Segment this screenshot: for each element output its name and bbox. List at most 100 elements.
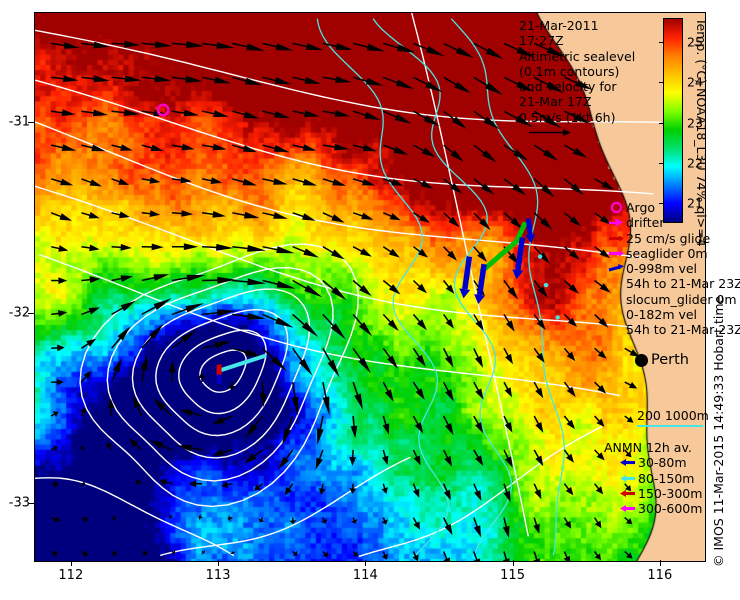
- legend-item-seaglider-vel: 0-998m vel: [606, 261, 734, 276]
- colorbar-tick-label-24: 24: [687, 74, 703, 90]
- legend-item-drifter: drifter: [606, 215, 734, 230]
- legend-label-slocum-period: 54h to 21-Mar 23Z: [626, 322, 740, 338]
- drifter-arrow-icon: [606, 216, 626, 229]
- anmn-arrow-icon: [618, 502, 638, 515]
- map-plot-area[interactable]: [34, 12, 706, 562]
- anmn-row-1: 80-150m: [618, 471, 702, 486]
- argo-float-marker[interactable]: [156, 103, 170, 117]
- anmn-depth-rows: 30-80m 80-150m 150-300m 300-600m: [604, 455, 702, 516]
- anmn-row-2: 150-300m: [618, 486, 702, 501]
- x-tick-label-116: 116: [647, 568, 673, 583]
- anmn-arrow-icon: [618, 472, 638, 485]
- sst-temperature-field: [35, 13, 705, 561]
- velocity-and-contour-overlay: [35, 13, 661, 561]
- header-line-4: and velocity for: [519, 79, 617, 95]
- legend-item-glide-scale: 25 cm/s glide: [606, 231, 734, 246]
- anmn-arrow-icon: [618, 487, 638, 500]
- x-tickmark: [512, 560, 514, 566]
- bathymetry-scale-bar-icon: [637, 425, 703, 427]
- x-tick-label-114: 114: [352, 568, 378, 583]
- anmn-mooring-marker: [537, 254, 543, 259]
- anmn-mooring-marker: [555, 315, 560, 320]
- ssh-contour: [35, 121, 644, 259]
- glide-scale-arrow-icon: [606, 232, 626, 245]
- legend-item-slocum-period: 54h to 21-Mar 23Z: [606, 322, 740, 337]
- ssh-contour-eddy: [131, 288, 311, 459]
- bathymetry-contour-1000m: [372, 18, 513, 556]
- header-line-1: 17:27Z: [519, 33, 564, 49]
- ssh-contour: [358, 425, 603, 558]
- legend-item-seaglider-period: 54h to 21-Mar 23Z: [606, 276, 740, 291]
- legend-label-slocum-0m: slocum_glider 0m: [626, 291, 737, 307]
- x-tick-label-112: 112: [58, 568, 84, 583]
- legend-label-seaglider-vel: 0-998m vel: [626, 261, 698, 277]
- legend-label-seaglider-0m: seaglider 0m: [626, 245, 708, 261]
- y-tick-label-neg32: -32: [8, 305, 30, 321]
- colorbar-tickmark: [659, 82, 664, 84]
- ssh-contour: [160, 456, 411, 557]
- colorbar: 21 22 23 24 25: [659, 18, 703, 223]
- perth-label: Perth: [651, 352, 689, 368]
- seaglider-surface-marker: [216, 364, 222, 377]
- seaglider-depth-velocity-marker: [216, 374, 222, 384]
- header-line-2: Altimetric sealevel: [519, 48, 636, 64]
- ssh-contour-eddy: [106, 266, 334, 482]
- ssh-contour-eddy: [155, 308, 289, 437]
- x-tickmark: [218, 560, 220, 566]
- glider-velocity-arrow: [512, 237, 526, 280]
- city-dot-icon: [635, 353, 648, 367]
- legend-label-seaglider-period: 54h to 21-Mar 23Z: [626, 276, 740, 292]
- header-line-6: 0.5m/s (1kt 6h): [519, 109, 616, 125]
- colorbar-tick-label-22: 22: [687, 155, 703, 171]
- colorbar-tick-label-23: 23: [687, 115, 703, 130]
- perth-city-marker: Perth: [635, 352, 689, 368]
- ssh-contour: [39, 254, 620, 397]
- ssh-contour-eddy: [178, 329, 267, 415]
- seaglider-arrow-icon: [606, 247, 626, 260]
- header-line-3: (0.1m contours): [519, 63, 620, 79]
- y-tickmark: [28, 312, 34, 314]
- anmn-label-1: 80-150m: [638, 470, 695, 486]
- x-tickmark: [365, 560, 367, 566]
- legend-item-slocum: slocum_glider 0m: [606, 291, 737, 307]
- anmn-mooring-marker: [543, 282, 549, 288]
- colorbar-tickmark: [659, 42, 664, 44]
- copyright-notice: © IMOS 11-Mar-2015 14:49:33 Hobart time: [711, 295, 726, 567]
- header-line-5: 21-Mar 17Z: [519, 94, 592, 110]
- anmn-title: ANMN 12h av.: [604, 440, 692, 455]
- legend-label-argo: Argo: [626, 200, 656, 215]
- y-tick-label-neg33: -33: [8, 495, 30, 511]
- x-tickmark: [659, 560, 661, 566]
- legend-label-drifter: drifter: [626, 215, 665, 231]
- map-legend: Argo drifter 25 cm/s glide: [606, 200, 740, 338]
- anmn-label-3: 300-600m: [638, 501, 703, 517]
- colorbar-tickmark: [659, 202, 664, 204]
- legend-item-argo: Argo: [606, 200, 734, 215]
- seaglider-velocity-arrow-icon: [606, 262, 626, 275]
- anmn-arrow-icon: [618, 456, 638, 469]
- ssh-contour: [35, 477, 235, 557]
- legend-item-seaglider: seaglider 0m: [606, 246, 734, 261]
- bathymetry-contour-200m: [450, 18, 565, 556]
- bathymetry-contour-1000m: [316, 18, 449, 556]
- legend-label-glide-scale: 25 cm/s glide: [626, 230, 711, 246]
- x-tickmark: [70, 560, 72, 566]
- colorbar-tickmark: [659, 122, 664, 124]
- glider-velocity-arrow: [459, 256, 473, 299]
- anmn-row-0: 30-80m: [618, 455, 702, 470]
- anmn-legend: ANMN 12h av. 30-80m 80-150m 150-300m 300-60…: [604, 440, 702, 516]
- header-line-0: 21-Mar-2011: [519, 18, 599, 33]
- velocity-vector-field: [50, 40, 640, 561]
- colorbar-gradient: [663, 18, 683, 223]
- reference-velocity-arrow-icon: [519, 126, 669, 142]
- colorbar-tickmark: [659, 162, 664, 164]
- seaglider-track: [218, 353, 267, 373]
- anmn-label-2: 150-300m: [638, 485, 703, 501]
- glider-velocity-arrow: [474, 263, 487, 305]
- x-tick-label-113: 113: [205, 568, 231, 583]
- y-tickmark: [28, 502, 34, 504]
- argo-circle-icon: [606, 200, 626, 215]
- bathymetry-scale: 200 1000m: [637, 408, 709, 427]
- legend-item-slocum-vel: 0-182m vel: [606, 307, 734, 322]
